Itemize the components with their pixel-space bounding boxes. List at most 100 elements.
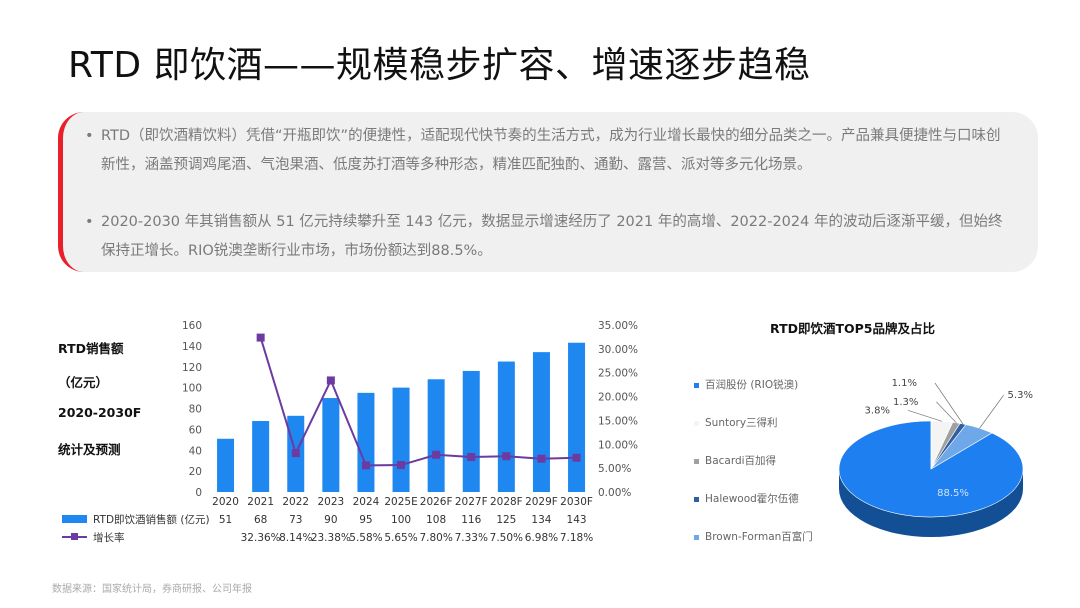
left-label-1: RTD销售额 xyxy=(58,341,124,356)
growth-point xyxy=(467,453,476,462)
y-right-tick: 35.00% xyxy=(598,320,638,332)
y-left-tick: 0 xyxy=(195,487,202,499)
x-tick: 2025E xyxy=(384,496,417,508)
pie-legend-label: Halewood霍尔伍德 xyxy=(705,493,799,505)
y-left-tick: 100 xyxy=(182,383,202,395)
pie-legend-swatch xyxy=(694,496,699,502)
growth-point xyxy=(326,376,335,385)
pie-legend-swatch xyxy=(694,458,699,464)
y-left-tick: 160 xyxy=(182,320,202,332)
pie-legend-item: Brown-Forman百富门 xyxy=(694,529,813,544)
y-left-tick: 20 xyxy=(189,466,202,478)
y-right-tick: 5.00% xyxy=(598,463,631,475)
x-tick: 2023 xyxy=(317,496,344,508)
summary-bullet-1: • RTD（即饮酒精饮料）凭借“开瓶即饮”的便捷性，适配现代快节奏的生活方式，成… xyxy=(85,122,1012,179)
pie-legend-label: Brown-Forman百富门 xyxy=(705,531,813,543)
growth-point xyxy=(537,454,546,463)
bar xyxy=(252,421,270,492)
y-right-tick: 30.00% xyxy=(598,344,638,356)
left-label-2: （亿元） xyxy=(58,375,109,390)
growth-point xyxy=(291,449,300,458)
pie-legend-label: Bacardi百加得 xyxy=(705,455,777,467)
legend-line-label: 增长率 xyxy=(93,531,125,544)
data-source: 数据来源：国家统计局，券商研报、公司年报 xyxy=(52,584,252,595)
pie-legend-item: 百润股份 (RIO锐澳) xyxy=(694,377,798,392)
data-label: 116 xyxy=(461,514,481,526)
bar xyxy=(497,361,515,492)
y-left-tick: 120 xyxy=(182,362,202,374)
growth-label: 23.38% xyxy=(311,532,351,544)
legend-bar-swatch xyxy=(62,515,87,523)
growth-label: 5.58% xyxy=(349,532,382,544)
growth-point xyxy=(397,461,406,470)
pie-legend-item: Bacardi百加得 xyxy=(694,453,776,468)
data-label: 125 xyxy=(496,514,516,526)
pie-legend-label: 百润股份 (RIO锐澳) xyxy=(705,379,799,391)
data-label: 108 xyxy=(426,514,446,526)
left-label-3: 2020-2030F xyxy=(58,405,142,420)
data-label: 73 xyxy=(289,514,302,526)
bullet-dot: • xyxy=(85,128,94,144)
bar xyxy=(427,379,445,492)
x-tick: 2020 xyxy=(212,496,239,508)
summary-bullet-2: • 2020-2030 年其销售额从 51 亿元持续攀升至 143 亿元，数据显… xyxy=(85,208,1012,265)
bar xyxy=(357,392,375,492)
bar xyxy=(568,342,586,492)
x-tick: 2028F xyxy=(490,496,523,508)
pie-legend-item: Suntory三得利 xyxy=(694,415,778,430)
data-label: 143 xyxy=(567,514,587,526)
growth-point xyxy=(256,333,265,342)
growth-label: 7.80% xyxy=(419,532,452,544)
growth-label: 7.18% xyxy=(560,532,593,544)
x-tick: 2030F xyxy=(560,496,593,508)
y-right-tick: 25.00% xyxy=(598,368,638,380)
x-tick: 2021 xyxy=(247,496,274,508)
y-right-tick: 15.00% xyxy=(598,415,638,427)
growth-point xyxy=(502,452,511,461)
pie-title: RTD即饮酒TOP5品牌及占比 xyxy=(770,321,935,336)
y-left-tick: 140 xyxy=(182,341,202,353)
growth-label: 32.36% xyxy=(241,532,281,544)
pie-legend-item: Halewood霍尔伍德 xyxy=(694,491,799,506)
summary-box: • RTD（即饮酒精饮料）凭借“开瓶即饮”的便捷性，适配现代快节奏的生活方式，成… xyxy=(58,112,1038,272)
summary-bullet-1-text: RTD（即饮酒精饮料）凭借“开瓶即饮”的便捷性，适配现代快节奏的生活方式，成为行… xyxy=(101,128,1001,173)
growth-line xyxy=(259,337,577,467)
pie-legend-swatch xyxy=(694,534,699,540)
data-label: 134 xyxy=(531,514,551,526)
data-label: 100 xyxy=(391,514,411,526)
y-right-tick: 0.00% xyxy=(598,487,631,499)
page-title: RTD 即饮酒——规模稳步扩容、增速逐步趋稳 xyxy=(68,45,811,86)
growth-label: 7.33% xyxy=(455,532,488,544)
bullet-dot: • xyxy=(85,214,94,230)
x-tick: 2022 xyxy=(282,496,309,508)
bar xyxy=(392,387,410,492)
x-tick: 2029F xyxy=(525,496,558,508)
pie-legend-label: Suntory三得利 xyxy=(705,417,778,429)
pie-legend-swatch xyxy=(694,382,699,388)
bar xyxy=(322,398,340,492)
growth-label: 5.65% xyxy=(384,532,417,544)
bar xyxy=(217,438,235,492)
growth-point xyxy=(432,450,441,459)
data-label: 68 xyxy=(254,514,267,526)
bar xyxy=(532,352,550,492)
growth-point xyxy=(572,453,581,462)
growth-label: 7.50% xyxy=(490,532,523,544)
growth-label: 6.98% xyxy=(525,532,558,544)
growth-label: 8.14% xyxy=(279,532,312,544)
pie-legend-swatch xyxy=(694,420,699,426)
y-right-tick: 10.00% xyxy=(598,439,638,451)
x-tick: 2026F xyxy=(420,496,453,508)
y-left-tick: 80 xyxy=(189,404,202,416)
legend-line-marker xyxy=(71,533,78,540)
x-tick: 2027F xyxy=(455,496,488,508)
growth-point xyxy=(361,461,370,470)
summary-bullet-2-text: 2020-2030 年其销售额从 51 亿元持续攀升至 143 亿元，数据显示增… xyxy=(101,214,1003,259)
legend-bar-label: RTD即饮酒销售额 (亿元) xyxy=(93,513,210,526)
data-label: 51 xyxy=(219,514,232,526)
bar xyxy=(462,370,480,492)
y-left-tick: 60 xyxy=(189,424,202,436)
data-label: 90 xyxy=(324,514,337,526)
x-tick: 2024 xyxy=(353,496,380,508)
